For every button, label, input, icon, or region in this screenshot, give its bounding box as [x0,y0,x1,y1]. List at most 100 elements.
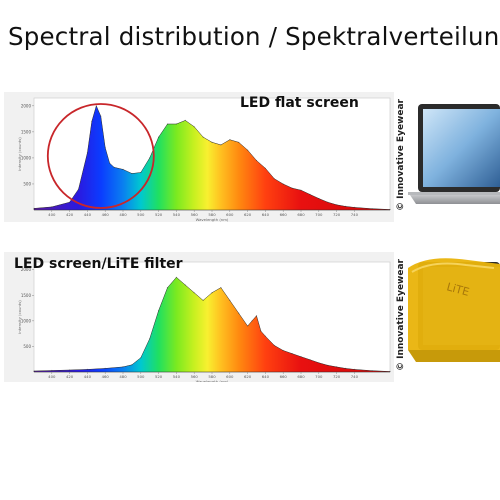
x-tick-label: 600 [226,374,234,379]
data-point [273,178,275,180]
data-point [33,207,35,209]
y-tick-label: 500 [23,181,31,186]
data-point [77,188,80,190]
data-point [166,123,169,125]
data-point [264,335,266,337]
data-point [95,105,97,107]
blue-peak-highlight-circle [46,103,155,209]
x-tick-label: 460 [102,212,110,217]
data-point [184,284,186,286]
data-point [260,330,262,332]
data-point [371,370,373,372]
data-point [336,366,338,368]
x-tick-label: 700 [315,374,323,379]
x-tick-label: 500 [137,374,145,379]
x-tick-label: 480 [119,374,127,379]
data-point [193,126,195,128]
x-tick-label: 740 [351,212,359,217]
data-point [193,292,195,294]
x-tick-label: 440 [84,374,92,379]
x-tick-label: 580 [208,212,216,217]
data-point [69,201,71,203]
spectrum-series-area [33,276,391,373]
x-tick-label: 400 [48,374,56,379]
data-point [51,206,53,208]
data-point [282,183,284,185]
data-point [166,287,169,289]
data-point [229,299,231,301]
x-tick-label: 660 [280,212,288,217]
x-axis-label: Wavelength (nm) [196,379,229,382]
data-point [100,115,102,117]
x-tick-label: 540 [173,212,181,217]
copyright-text-2: © Innovative Eyewear [396,259,406,371]
data-point [389,208,391,211]
laptop-icon [408,104,500,204]
data-point [229,139,231,141]
data-point [389,370,391,373]
data-point [202,136,204,138]
x-tick-label: 520 [155,212,163,217]
spectrum-panel-filtered: 500 1000 1500 2000 400 420 440 460 480 500 520 540 5… [4,252,394,382]
data-point [175,276,177,278]
filter-brand-text: LiTE [445,280,470,298]
data-point [371,208,373,210]
data-point [300,189,302,191]
data-point [318,197,320,200]
x-tick-label: 680 [297,374,305,379]
data-point [86,152,88,154]
data-point [140,357,142,359]
data-point [273,344,275,346]
x-tick-label: 660 [280,374,288,379]
data-point [344,205,347,207]
data-point [122,366,124,368]
data-point [336,204,338,206]
y-axis-label: Intensity (counts) [17,137,22,171]
data-point [158,136,160,138]
y-tick-label: 1000 [21,155,32,160]
x-tick-label: 620 [244,212,252,217]
x-tick-label: 420 [66,212,74,217]
data-point [264,167,266,169]
y-tick-label: 500 [23,344,31,349]
x-tick-label: 560 [191,374,199,379]
y-tick-label: 1500 [21,293,32,298]
x-tick-label: 520 [155,374,163,379]
laptop-with-filter-icon: LiTE [408,258,500,362]
data-point [291,187,293,189]
data-point [247,149,249,151]
data-point [131,364,133,366]
data-point [51,369,53,372]
x-tick-label: 640 [262,212,270,217]
data-point [247,325,249,327]
data-point [318,362,320,364]
y-tick-label: 1500 [21,129,32,134]
data-point [86,368,88,370]
y-tick-label: 2000 [21,267,32,272]
copyright-text-1: © Innovative Eyewear [396,99,406,211]
x-tick-label: 720 [333,212,341,217]
x-tick-label: 460 [102,374,110,379]
data-point [158,310,160,312]
data-point [327,364,329,366]
data-point [291,353,293,355]
copyright-strip-1: © Innovative Eyewear [394,92,408,222]
data-point [33,370,35,372]
copyright-strip-2: © Innovative Eyewear [394,252,408,382]
chart-label-filtered: LED screen/LiTE filter [14,256,183,272]
x-axis-label: Wavelength (nm) [196,217,229,222]
x-tick-label: 600 [226,212,234,217]
data-point [175,123,177,125]
y-tick-label: 1000 [21,318,32,323]
data-point [122,168,124,170]
page-title: Spectral distribution / Spektralverteilu… [8,22,500,51]
x-tick-label: 440 [84,212,92,217]
data-point [113,166,115,168]
x-tick-label: 640 [262,374,270,379]
data-point [344,367,347,369]
data-point [300,356,302,358]
spectrum-series-area [33,105,391,211]
spectrum-chart-led: 500 1000 1500 2000 400 420 440 460 480 500 520 540 5… [17,97,391,222]
data-point [238,141,240,143]
data-point [282,349,284,352]
